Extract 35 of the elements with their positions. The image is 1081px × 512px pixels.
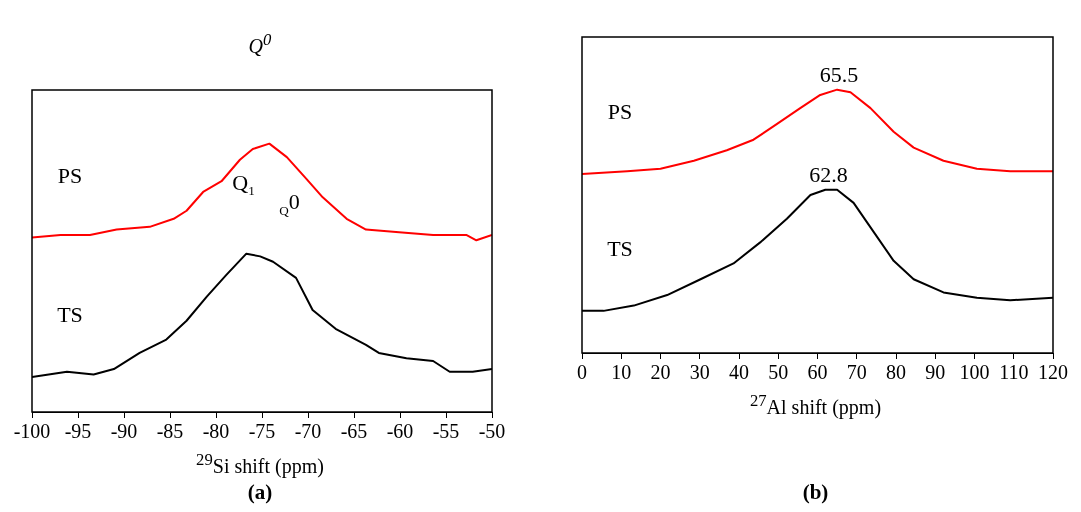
x-tick-label: 0: [577, 361, 587, 384]
series-label: TS: [607, 235, 633, 261]
text: PS: [607, 98, 633, 124]
x-tick-label: 50: [768, 361, 789, 384]
x-tick-label: -90: [110, 420, 138, 443]
chart-title: Q$^{0}$: [247, 30, 273, 58]
x-tick-label: -95: [64, 420, 92, 443]
x-tick-label: 60: [807, 361, 828, 384]
annotation: 62.8: [809, 161, 848, 187]
x-tick-label: -85: [156, 420, 184, 443]
x-tick-label: 10: [611, 361, 632, 384]
x-tick-label: 80: [886, 361, 906, 384]
x-tick-label: -100: [13, 420, 51, 443]
x-tick-label: -65: [340, 420, 368, 443]
x-axis-title: $^{29}$Si shift (ppm): [195, 450, 325, 478]
x-tick-label: 100: [959, 361, 990, 384]
x-axis-title: $^{27}$Al shift (ppm): [748, 391, 883, 419]
x-tick-label: -55: [432, 420, 460, 443]
x-tick-label: -75: [248, 420, 276, 443]
text: PS: [57, 162, 83, 188]
x-tick-label: -70: [294, 420, 322, 443]
text: (b): [801, 480, 830, 505]
x-tick-label: -60: [386, 420, 414, 443]
x-tick-label: 120: [1038, 361, 1068, 384]
x-tick-label: 30: [689, 361, 710, 384]
text: TS: [57, 302, 83, 328]
x-tick-label: 40: [729, 361, 749, 384]
x-tick-label: 70: [846, 361, 867, 384]
x-tick-label: 110: [999, 361, 1029, 384]
x-tick-label: -80: [202, 420, 230, 443]
text: (a): [246, 480, 274, 505]
x-tick-label: 90: [925, 361, 946, 384]
x-tick-label: -50: [478, 420, 506, 443]
x-tick-label: 20: [650, 361, 671, 384]
annotation: 65.5: [819, 61, 859, 87]
